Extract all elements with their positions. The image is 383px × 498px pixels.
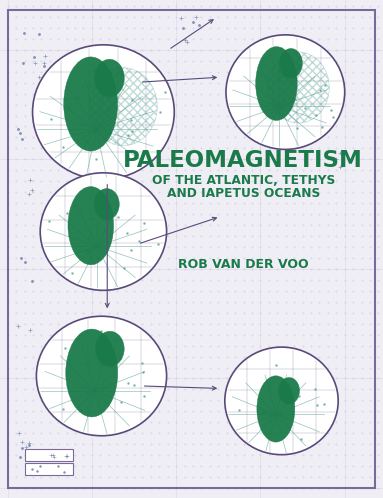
Ellipse shape xyxy=(280,48,302,78)
Text: OF THE ATLANTIC, TETHYS: OF THE ATLANTIC, TETHYS xyxy=(152,174,335,187)
Ellipse shape xyxy=(68,187,114,265)
Ellipse shape xyxy=(66,329,118,417)
Ellipse shape xyxy=(36,316,167,436)
Ellipse shape xyxy=(279,377,300,404)
Text: PALEOMAGNETISM: PALEOMAGNETISM xyxy=(123,149,363,172)
Text: ROB VAN DER VOO: ROB VAN DER VOO xyxy=(178,258,309,271)
Ellipse shape xyxy=(257,376,295,442)
Ellipse shape xyxy=(64,57,118,151)
Ellipse shape xyxy=(94,189,119,220)
Ellipse shape xyxy=(225,347,338,455)
Ellipse shape xyxy=(33,45,174,179)
Ellipse shape xyxy=(40,173,167,290)
Bar xyxy=(25,449,73,461)
Ellipse shape xyxy=(256,47,297,121)
Ellipse shape xyxy=(96,331,124,367)
Ellipse shape xyxy=(226,35,345,149)
Ellipse shape xyxy=(95,59,124,97)
Bar xyxy=(25,463,73,475)
Text: AND IAPETUS OCEANS: AND IAPETUS OCEANS xyxy=(167,187,320,200)
